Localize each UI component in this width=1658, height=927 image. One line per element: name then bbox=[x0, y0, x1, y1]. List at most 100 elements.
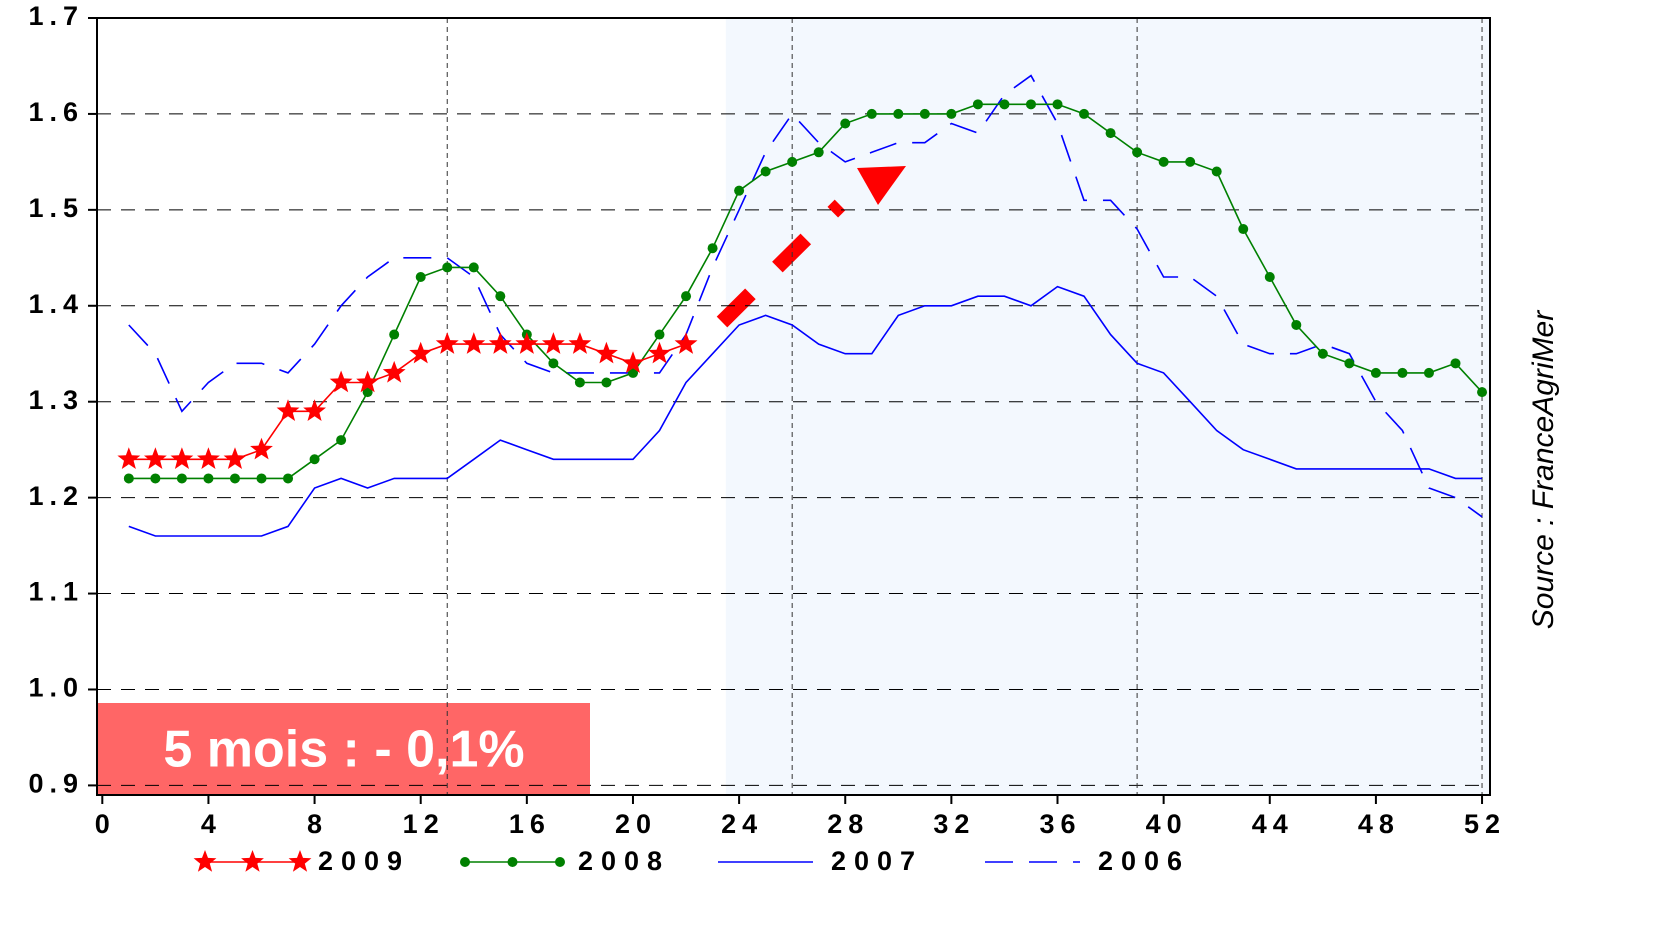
circle-marker bbox=[681, 291, 692, 302]
circle-marker bbox=[176, 473, 187, 484]
star-marker bbox=[515, 332, 539, 354]
circle-marker bbox=[468, 262, 479, 273]
circle-marker bbox=[309, 454, 320, 465]
star-marker bbox=[329, 370, 353, 393]
star-marker bbox=[595, 341, 618, 364]
x-tick-label: 16 bbox=[509, 809, 551, 839]
x-tick-label: 4 bbox=[201, 809, 222, 839]
circle-marker bbox=[760, 166, 771, 177]
legend-marker bbox=[193, 850, 217, 872]
x-tick-label: 44 bbox=[1252, 809, 1294, 839]
y-tick-label: 1.3 bbox=[28, 385, 84, 415]
circle-marker bbox=[1211, 166, 1222, 177]
x-tick-label: 28 bbox=[827, 809, 869, 839]
legend-marker bbox=[555, 857, 565, 867]
circle-marker bbox=[574, 377, 585, 388]
circle-marker bbox=[1477, 387, 1488, 398]
circle-marker bbox=[866, 108, 877, 119]
star-marker bbox=[250, 437, 273, 460]
legend-marker bbox=[507, 857, 518, 867]
circle-marker bbox=[1079, 108, 1090, 119]
star-marker bbox=[648, 341, 671, 364]
legend-label: 2007 bbox=[831, 846, 923, 876]
circle-marker bbox=[1264, 272, 1275, 282]
circle-marker bbox=[1423, 367, 1434, 378]
circle-marker bbox=[1450, 358, 1461, 369]
y-tick-label: 1.5 bbox=[28, 193, 84, 223]
y-tick-label: 1.6 bbox=[28, 97, 84, 127]
star-marker bbox=[144, 447, 167, 469]
star-marker bbox=[435, 332, 459, 354]
x-tick-label: 48 bbox=[1358, 809, 1400, 839]
circle-marker bbox=[1052, 99, 1063, 110]
circle-marker bbox=[840, 118, 851, 129]
circle-marker bbox=[362, 387, 373, 398]
circle-marker bbox=[787, 156, 798, 167]
circle-marker bbox=[601, 377, 612, 388]
star-marker bbox=[303, 399, 326, 421]
y-tick-label: 1.2 bbox=[28, 481, 84, 511]
circle-marker bbox=[1025, 99, 1036, 110]
x-tick-label: 0 bbox=[95, 809, 116, 839]
circle-marker bbox=[1397, 367, 1408, 378]
star-marker bbox=[117, 447, 141, 469]
x-tick-label: 40 bbox=[1146, 809, 1188, 839]
line-2007 bbox=[128, 285, 1482, 537]
circle-marker bbox=[1158, 156, 1169, 167]
star-marker bbox=[409, 341, 433, 364]
star-marker bbox=[462, 332, 486, 354]
star-marker bbox=[542, 332, 565, 354]
y-tick-label: 1.4 bbox=[28, 289, 84, 319]
circle-marker bbox=[256, 473, 267, 484]
star-marker bbox=[674, 332, 698, 354]
circle-marker bbox=[336, 435, 347, 446]
line-2008 bbox=[128, 103, 1483, 480]
circle-marker bbox=[972, 99, 983, 110]
star-marker bbox=[488, 332, 512, 354]
star-marker bbox=[170, 447, 194, 469]
legend-marker bbox=[241, 850, 264, 872]
legend-label: 2006 bbox=[1098, 846, 1190, 876]
legend-marker bbox=[460, 857, 470, 867]
line-2006 bbox=[128, 74, 1483, 518]
source: Source : FranceAgriMer bbox=[1527, 310, 1560, 629]
line-2009 bbox=[128, 343, 687, 461]
legend-marker bbox=[288, 850, 312, 872]
circle-marker bbox=[1344, 358, 1355, 369]
circle-marker bbox=[548, 358, 559, 369]
x-tick-label: 8 bbox=[307, 809, 328, 839]
circle-marker bbox=[1238, 224, 1249, 235]
legend-label: 2008 bbox=[578, 846, 670, 876]
circle-marker bbox=[1105, 128, 1116, 139]
x-tick-label: 24 bbox=[721, 809, 763, 839]
circle-marker bbox=[495, 291, 506, 302]
y-tick-label: 1.0 bbox=[28, 673, 84, 703]
circle-marker bbox=[654, 329, 665, 340]
circle-marker bbox=[999, 99, 1010, 110]
trend-arrowhead bbox=[857, 166, 906, 205]
circle-marker bbox=[1291, 319, 1302, 330]
star-marker bbox=[276, 399, 300, 421]
y-tick-label: 1.1 bbox=[28, 577, 84, 607]
circle-marker bbox=[813, 147, 824, 158]
star-marker bbox=[223, 447, 247, 469]
y-tick-label: 1.7 bbox=[28, 1, 84, 31]
star-marker bbox=[356, 370, 380, 393]
y-tick-label: 0.9 bbox=[28, 769, 84, 799]
star-marker bbox=[621, 351, 645, 373]
circle-marker bbox=[1317, 348, 1328, 359]
x-tick-label: 32 bbox=[933, 809, 975, 839]
circle-marker bbox=[1370, 367, 1381, 378]
plot-frame bbox=[96, 17, 1491, 796]
circle-marker bbox=[229, 473, 240, 484]
highlight-region bbox=[725, 18, 1490, 795]
x-tick-label: 36 bbox=[1039, 809, 1081, 839]
star-marker bbox=[197, 447, 220, 469]
circle-marker bbox=[389, 329, 400, 340]
x-tick-label: 20 bbox=[615, 809, 657, 839]
circle-marker bbox=[893, 108, 904, 119]
circle-marker bbox=[919, 108, 930, 119]
circle-marker bbox=[946, 108, 957, 119]
circle-marker bbox=[707, 243, 718, 254]
